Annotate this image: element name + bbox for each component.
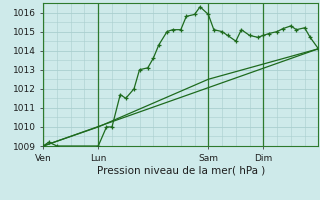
X-axis label: Pression niveau de la mer( hPa ): Pression niveau de la mer( hPa ) xyxy=(97,165,265,175)
